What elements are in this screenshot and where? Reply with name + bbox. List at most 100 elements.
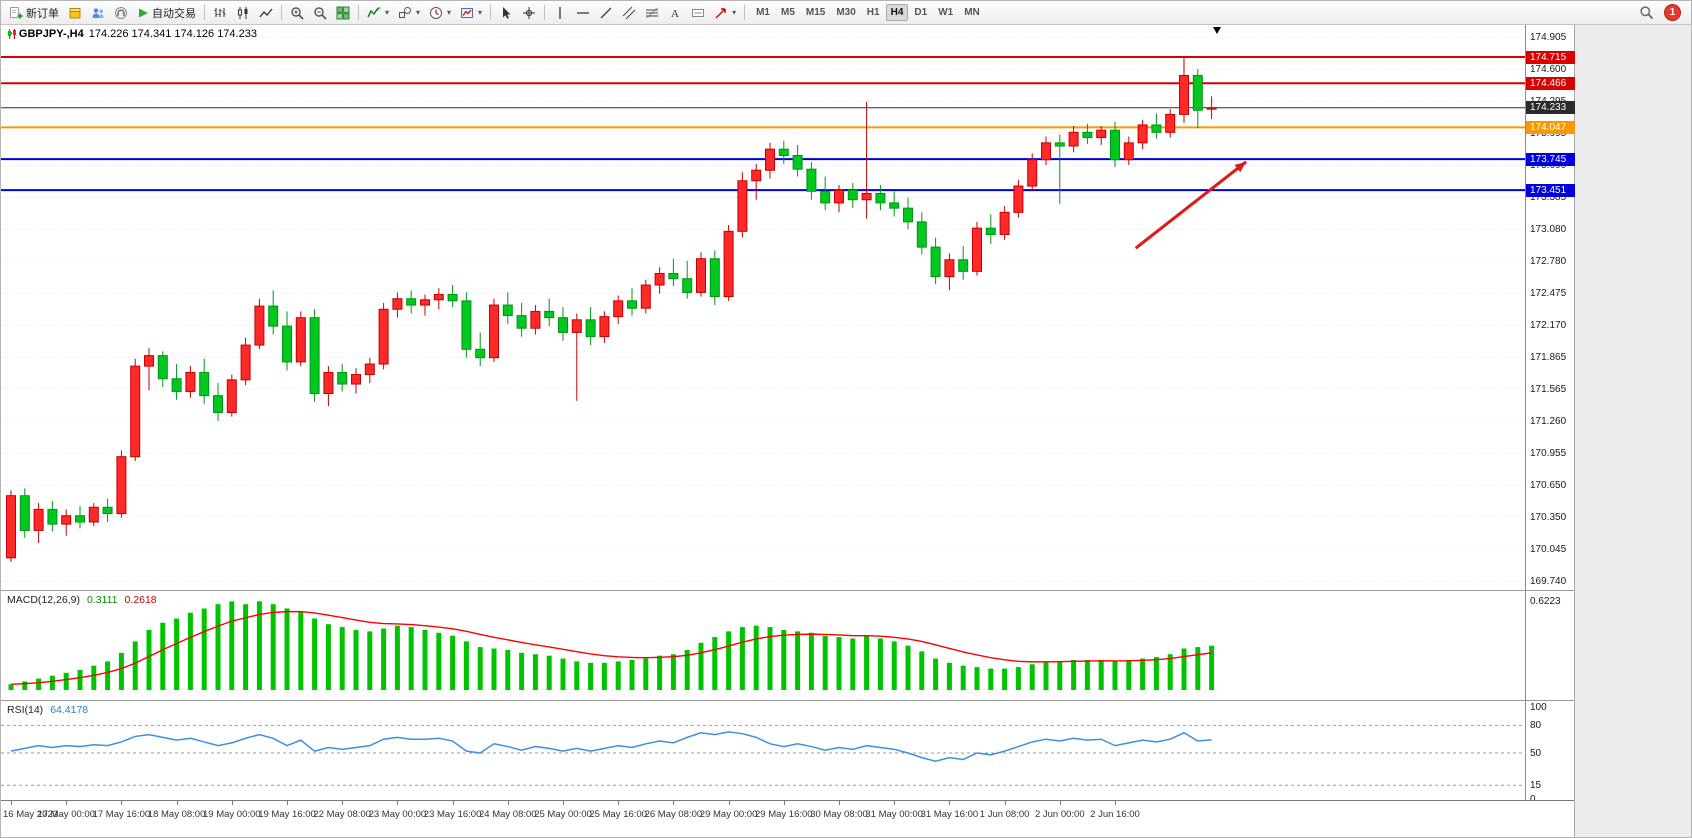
time-axis-tick xyxy=(11,801,12,805)
timeframe-button-h1[interactable]: H1 xyxy=(862,4,885,21)
time-axis-tick xyxy=(66,801,67,805)
trendline-icon xyxy=(599,6,613,20)
community-icon xyxy=(114,6,128,20)
time-axis-label: 23 May 16:00 xyxy=(424,809,482,820)
price-level-badge: 173.745 xyxy=(1526,153,1575,166)
time-axis-tick xyxy=(287,801,288,805)
line-chart-button[interactable] xyxy=(255,3,277,23)
rsi-line xyxy=(11,732,1212,761)
time-axis-tick xyxy=(618,801,619,805)
autotrading-button[interactable]: 自动交易 xyxy=(133,3,200,23)
timeframe-button-d1[interactable]: D1 xyxy=(909,4,932,21)
mt4-window: 新订单 自动交易 xyxy=(0,0,1692,838)
time-axis-label: 26 May 08:00 xyxy=(645,809,703,820)
time-axis[interactable]: 16 May 202317 May 00:0017 May 16:0018 Ma… xyxy=(1,800,1574,838)
toolbar-separator xyxy=(544,5,545,20)
signals-button[interactable] xyxy=(87,3,109,23)
vertical-line-tool-button[interactable] xyxy=(549,3,571,23)
templates-button[interactable]: ▾ xyxy=(456,3,486,23)
rsi-axis[interactable]: 1008050150 xyxy=(1525,701,1576,800)
notification-count: 1 xyxy=(1670,7,1676,18)
line-chart-icon xyxy=(259,6,273,20)
horizontal-line-icon xyxy=(576,6,590,20)
new-order-icon xyxy=(9,6,23,20)
timeframe-button-m5[interactable]: M5 xyxy=(776,4,800,21)
time-axis-tick xyxy=(508,801,509,805)
timeframe-button-m1[interactable]: M1 xyxy=(751,4,775,21)
bars-chart-button[interactable] xyxy=(209,3,231,23)
chart-header: ▼ GBPJPY-,H4 174.226 174.341 174.126 174… xyxy=(6,28,257,40)
timeframe-button-mn[interactable]: MN xyxy=(959,4,985,21)
macd-pane[interactable]: MACD(12,26,9) 0.3111 0.2618 0.6223 xyxy=(1,590,1574,700)
time-axis-label: 29 May 00:00 xyxy=(700,809,758,820)
periods-button[interactable]: ▾ xyxy=(425,3,455,23)
price-axis[interactable]: 174.905174.600174.295173.995173.690173.3… xyxy=(1525,25,1576,590)
trendline-tool-button[interactable] xyxy=(595,3,617,23)
rsi-pane[interactable]: RSI(14) 64.4178 1008050150 xyxy=(1,700,1574,800)
text-icon: A xyxy=(668,6,682,20)
time-axis-label: 24 May 08:00 xyxy=(479,809,537,820)
svg-text:A: A xyxy=(671,8,679,20)
time-axis-tick xyxy=(1115,801,1116,805)
time-axis-label: 22 May 08:00 xyxy=(313,809,371,820)
channel-tool-button[interactable] xyxy=(618,3,640,23)
new-order-label: 新订单 xyxy=(26,5,59,21)
timeframe-button-m15[interactable]: M15 xyxy=(801,4,830,21)
candles-chart-button[interactable] xyxy=(232,3,254,23)
crosshair-tool-button[interactable] xyxy=(518,3,540,23)
notification-badge[interactable]: 1 xyxy=(1664,4,1681,21)
text-tool-button[interactable]: A xyxy=(664,3,686,23)
cursor-tool-button[interactable] xyxy=(495,3,517,23)
time-axis-tick xyxy=(453,801,454,805)
objects-button[interactable]: ▾ xyxy=(394,3,424,23)
timeframe-buttons: M1M5M15M30H1H4D1W1MN xyxy=(751,4,985,21)
rsi-caption: RSI(14) 64.4178 xyxy=(7,704,88,716)
indicators-icon xyxy=(367,6,381,20)
rsi-axis-label: 100 xyxy=(1530,702,1547,713)
time-axis-tick xyxy=(121,801,122,805)
zoom-out-button[interactable] xyxy=(309,3,331,23)
time-axis-tick xyxy=(177,801,178,805)
time-axis-label: 31 May 16:00 xyxy=(921,809,979,820)
chart-shift-marker[interactable] xyxy=(1213,27,1221,34)
rsi-canvas xyxy=(1,701,1525,800)
new-order-button[interactable]: 新订单 xyxy=(5,3,63,23)
toolbar-separator xyxy=(358,5,359,20)
templates-dropdown-arrow: ▾ xyxy=(478,8,482,17)
objects-dropdown-arrow: ▾ xyxy=(416,8,420,17)
zoom-in-button[interactable] xyxy=(286,3,308,23)
time-axis-tick xyxy=(342,801,343,805)
label-tool-button[interactable] xyxy=(687,3,709,23)
timeframe-button-h4[interactable]: H4 xyxy=(886,4,909,21)
main-chart-pane[interactable]: ▼ GBPJPY-,H4 174.226 174.341 174.126 174… xyxy=(1,25,1574,590)
time-axis-label: 17 May 16:00 xyxy=(93,809,151,820)
objects-icon xyxy=(398,6,412,20)
arrows-tool-button[interactable]: ▾ xyxy=(710,3,740,23)
timeframe-button-w1[interactable]: W1 xyxy=(933,4,958,21)
community-button[interactable] xyxy=(110,3,132,23)
toolbar-right-group: 1 xyxy=(1635,3,1687,23)
time-axis-label: 29 May 16:00 xyxy=(755,809,813,820)
price-axis-label: 173.080 xyxy=(1530,224,1566,235)
zoom-in-icon xyxy=(290,6,304,20)
rsi-title: RSI(14) xyxy=(7,704,43,716)
market-button[interactable] xyxy=(64,3,86,23)
macd-signal-value: 0.2618 xyxy=(125,594,157,606)
fibonacci-tool-button[interactable] xyxy=(641,3,663,23)
price-axis-label: 171.260 xyxy=(1530,416,1566,427)
price-axis-label: 172.780 xyxy=(1530,256,1566,267)
time-axis-tick xyxy=(729,801,730,805)
trend-arrow-annotation[interactable] xyxy=(1136,162,1246,248)
price-axis-label: 170.955 xyxy=(1530,448,1566,459)
search-button[interactable] xyxy=(1635,3,1658,23)
time-axis-tick xyxy=(673,801,674,805)
macd-axis[interactable]: 0.6223 xyxy=(1525,591,1576,700)
clock-icon xyxy=(429,6,443,20)
timeframe-button-m30[interactable]: M30 xyxy=(831,4,860,21)
tile-windows-button[interactable] xyxy=(332,3,354,23)
indicators-button[interactable]: ▾ xyxy=(363,3,393,23)
fibonacci-icon xyxy=(645,6,659,20)
horizontal-line-tool-button[interactable] xyxy=(572,3,594,23)
rsi-axis-label: 80 xyxy=(1530,720,1541,731)
autotrading-label: 自动交易 xyxy=(152,5,196,21)
